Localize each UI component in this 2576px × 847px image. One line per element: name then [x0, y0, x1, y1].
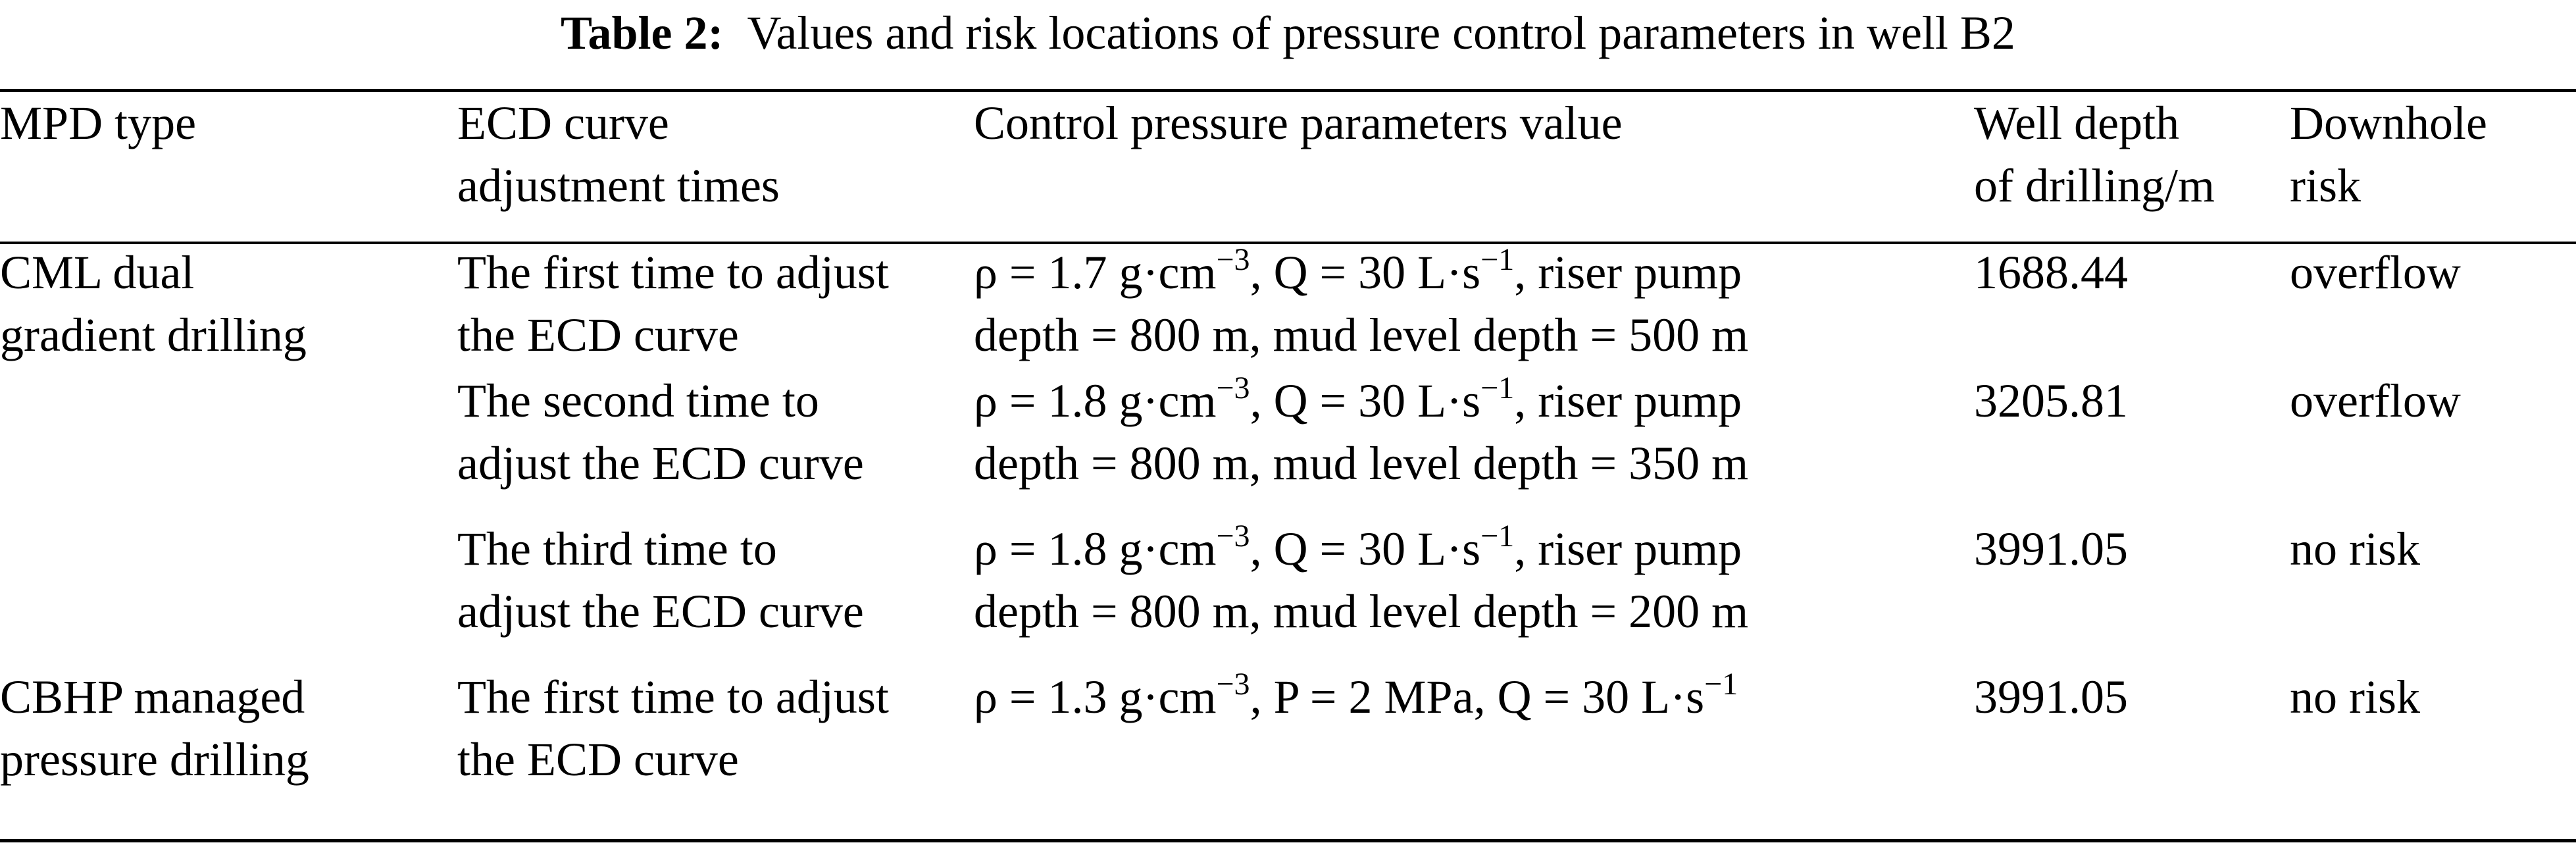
cell-well-depth: 3205.81: [1974, 370, 2290, 518]
downhole-risk-value: overflow: [2290, 246, 2461, 299]
downhole-risk-value: overflow: [2290, 374, 2461, 427]
table-bottom-rule: [0, 839, 2576, 842]
param-rho-exponent: −3: [1216, 519, 1250, 553]
table-caption-label: Table 2:: [561, 7, 724, 59]
table-row: CBHP managed pressure drilling The first…: [0, 666, 2576, 814]
downhole-risk-value: no risk: [2290, 523, 2420, 575]
ecd-line2: the ECD curve: [457, 733, 739, 786]
cell-downhole-risk: overflow: [2290, 370, 2576, 518]
param-rho-exponent: −3: [1216, 242, 1250, 277]
header-ecd-adjustment: ECD curve adjustment times: [457, 92, 974, 222]
param-tail: , riser pump: [1514, 374, 1742, 427]
table-row: CML dual gradient drilling The first tim…: [0, 222, 2576, 370]
cell-parameters: ρ = 1.3 g·cm−3, P = 2 MPa, Q = 30 L·s−1: [974, 666, 1974, 814]
mpd-type-line1: CML dual: [0, 246, 195, 299]
params-line2: depth = 800 m, mud level depth = 200 m: [974, 585, 1749, 638]
header-depth-line1: Well depth: [1974, 97, 2180, 149]
param-q: , Q = 30 L·s: [1250, 523, 1481, 575]
header-ecd-line1: ECD curve: [457, 97, 669, 149]
header-mpd-type-text: MPD type: [0, 97, 197, 149]
table-header: MPD type ECD curve adjustment times Cont…: [0, 92, 2576, 222]
ecd-line1: The first time to adjust: [457, 246, 889, 299]
table-body: CML dual gradient drilling The first tim…: [0, 222, 2576, 814]
param-rho: ρ = 1.8 g·cm: [974, 374, 1217, 427]
ecd-line1: The second time to: [457, 374, 819, 427]
cell-well-depth: 3991.05: [1974, 666, 2290, 814]
params-line2: depth = 800 m, mud level depth = 350 m: [974, 437, 1749, 490]
ecd-line2: adjust the ECD curve: [457, 585, 864, 638]
cell-mpd-type: CML dual gradient drilling: [0, 222, 457, 370]
param-q-exponent: −1: [1704, 667, 1738, 702]
well-depth-value: 3205.81: [1974, 374, 2128, 427]
header-well-depth: Well depth of drilling/m: [1974, 92, 2290, 222]
param-q: , Q = 30 L·s: [1250, 246, 1481, 299]
table-row: The second time to adjust the ECD curve …: [0, 370, 2576, 518]
param-q: , Q = 30 L·s: [1473, 671, 1705, 723]
param-rho-exponent: −3: [1216, 667, 1250, 702]
cell-ecd-adjustment: The third time to adjust the ECD curve: [457, 518, 974, 666]
cell-parameters: ρ = 1.7 g·cm−3, Q = 30 L·s−1, riser pump…: [974, 222, 1974, 370]
cell-downhole-risk: overflow: [2290, 222, 2576, 370]
cell-downhole-risk: no risk: [2290, 666, 2576, 814]
well-depth-value: 3991.05: [1974, 671, 2128, 723]
mpd-type-line1: CBHP managed: [0, 671, 305, 723]
downhole-risk-value: no risk: [2290, 671, 2420, 723]
cell-ecd-adjustment: The first time to adjust the ECD curve: [457, 222, 974, 370]
well-depth-value: 3991.05: [1974, 523, 2128, 575]
cell-downhole-risk: no risk: [2290, 518, 2576, 666]
params-line2: depth = 800 m, mud level depth = 500 m: [974, 309, 1749, 361]
header-ecd-line2: adjustment times: [457, 159, 780, 212]
data-table: MPD type ECD curve adjustment times Cont…: [0, 92, 2576, 814]
table-caption: Table 2: Values and risk locations of pr…: [0, 0, 2576, 66]
well-depth-value: 1688.44: [1974, 246, 2128, 299]
cell-mpd-type: CBHP managed pressure drilling: [0, 666, 457, 814]
cell-ecd-adjustment: The first time to adjust the ECD curve: [457, 666, 974, 814]
table-top-rule: [0, 89, 2576, 92]
header-downhole-risk: Downhole risk: [2290, 92, 2576, 222]
cell-ecd-adjustment: The second time to adjust the ECD curve: [457, 370, 974, 518]
ecd-line2: adjust the ECD curve: [457, 437, 864, 490]
cell-well-depth: 3991.05: [1974, 518, 2290, 666]
header-depth-line2: of drilling/m: [1974, 159, 2215, 212]
param-q: , Q = 30 L·s: [1250, 374, 1481, 427]
param-q-exponent: −1: [1480, 519, 1515, 553]
param-rho: ρ = 1.8 g·cm: [974, 523, 1217, 575]
ecd-line2: the ECD curve: [457, 309, 739, 361]
mpd-type-line2: pressure drilling: [0, 733, 309, 786]
header-row: MPD type ECD curve adjustment times Cont…: [0, 92, 2576, 222]
cell-parameters: ρ = 1.8 g·cm−3, Q = 30 L·s−1, riser pump…: [974, 518, 1974, 666]
param-q-exponent: −1: [1480, 371, 1515, 405]
ecd-line1: The first time to adjust: [457, 671, 889, 723]
ecd-line1: The third time to: [457, 523, 777, 575]
table-caption-text: Values and risk locations of pressure co…: [747, 7, 2015, 59]
header-risk-line2: risk: [2290, 159, 2361, 212]
header-mpd-type: MPD type: [0, 92, 457, 222]
params-line1: ρ = 1.8 g·cm−3, Q = 30 L·s−1, riser pump: [974, 518, 1974, 580]
table-header-rule: [0, 242, 2576, 244]
cell-mpd-type: [0, 518, 457, 666]
param-rho: ρ = 1.7 g·cm: [974, 246, 1217, 299]
params-line1: ρ = 1.3 g·cm−3, P = 2 MPa, Q = 30 L·s−1: [974, 666, 1974, 729]
cell-mpd-type: [0, 370, 457, 518]
param-rho: ρ = 1.3 g·cm: [974, 671, 1217, 723]
cell-parameters: ρ = 1.8 g·cm−3, Q = 30 L·s−1, riser pump…: [974, 370, 1974, 518]
table-row: The third time to adjust the ECD curve ρ…: [0, 518, 2576, 666]
cell-well-depth: 1688.44: [1974, 222, 2290, 370]
param-rho-exponent: −3: [1216, 371, 1250, 405]
param-tail: , riser pump: [1514, 246, 1742, 299]
mpd-type-line2: gradient drilling: [0, 309, 307, 361]
param-q-exponent: −1: [1480, 242, 1515, 277]
param-tail: , riser pump: [1514, 523, 1742, 575]
header-parameters: Control pressure parameters value: [974, 92, 1974, 222]
header-parameters-text: Control pressure parameters value: [974, 97, 1623, 149]
params-line1: ρ = 1.7 g·cm−3, Q = 30 L·s−1, riser pump: [974, 242, 1974, 304]
param-p: , P = 2 MPa: [1250, 671, 1474, 723]
header-risk-line1: Downhole: [2290, 97, 2487, 149]
params-line1: ρ = 1.8 g·cm−3, Q = 30 L·s−1, riser pump: [974, 370, 1974, 432]
